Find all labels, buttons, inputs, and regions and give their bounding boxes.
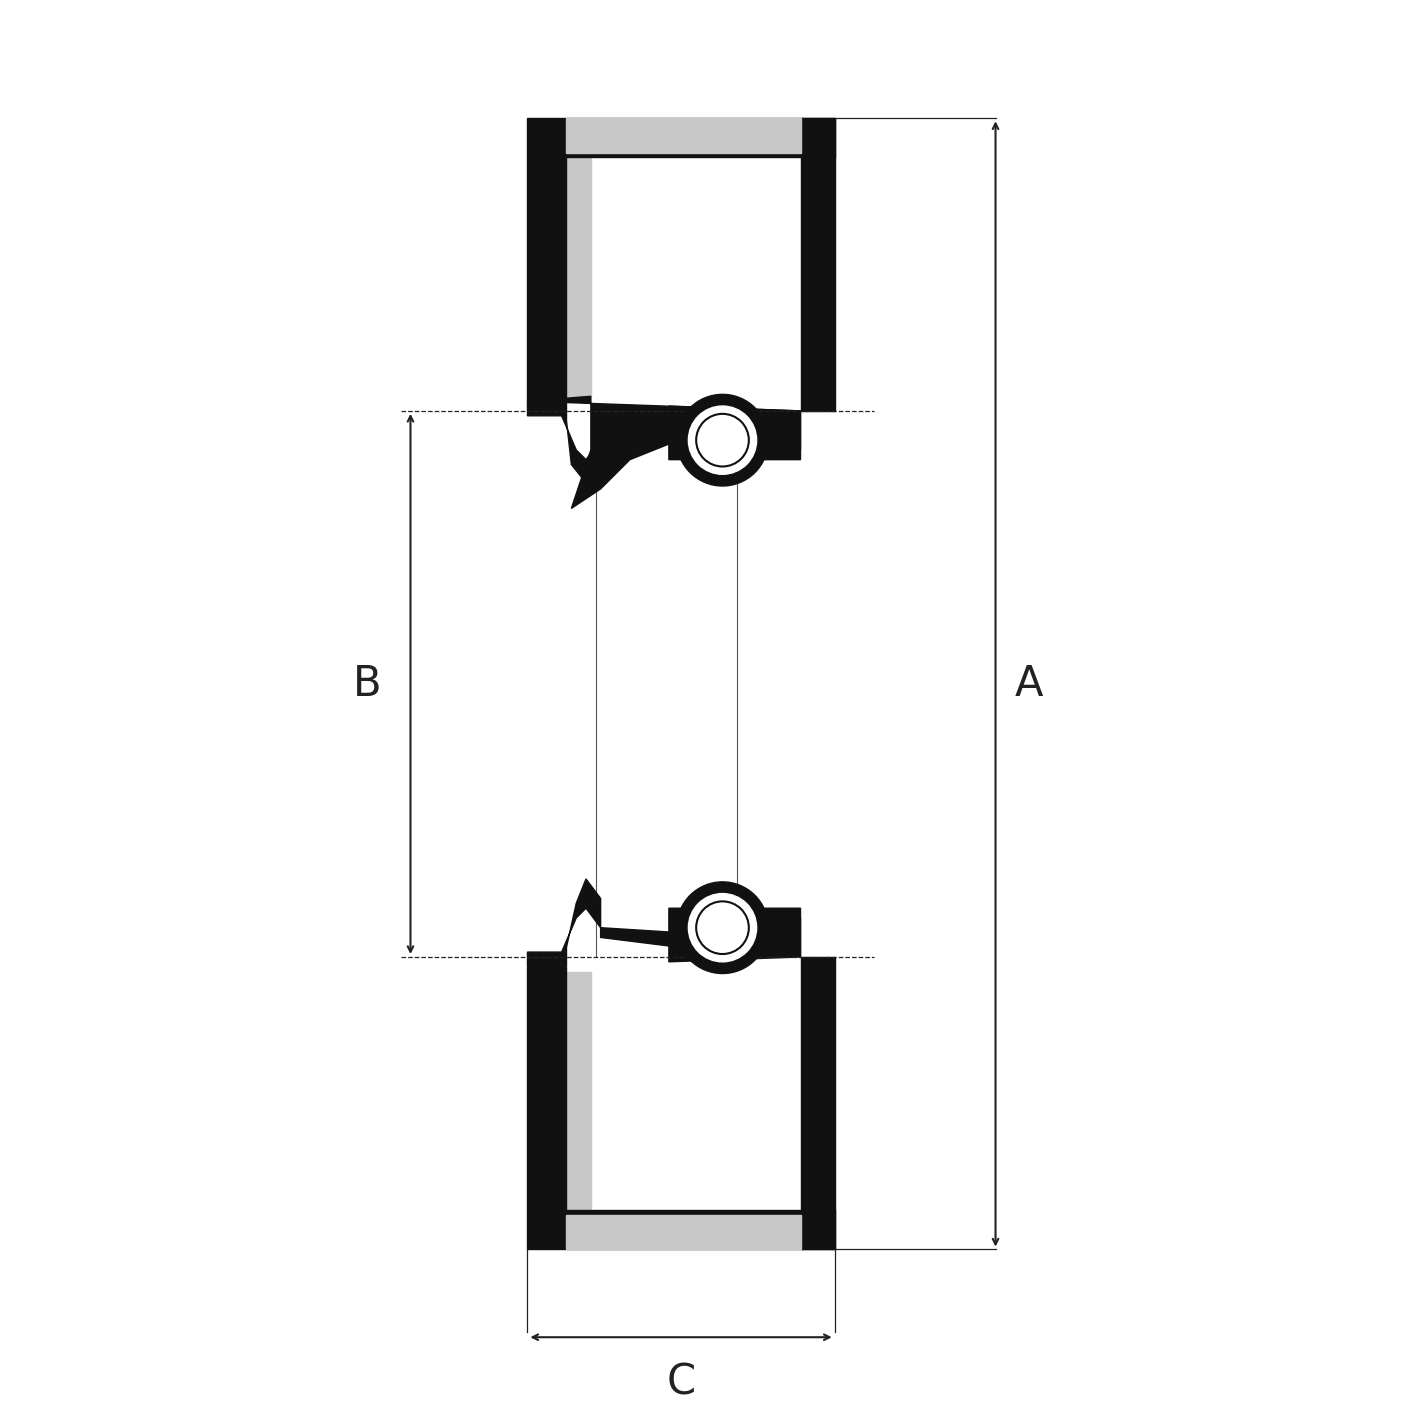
Polygon shape [567, 1215, 800, 1250]
Polygon shape [527, 879, 800, 967]
Polygon shape [527, 118, 835, 157]
Circle shape [676, 394, 768, 486]
Text: B: B [353, 664, 381, 704]
Polygon shape [800, 118, 835, 411]
Text: A: A [1015, 664, 1043, 704]
Polygon shape [567, 118, 800, 152]
Polygon shape [527, 967, 567, 1211]
Text: C: C [666, 1361, 696, 1403]
Polygon shape [527, 401, 800, 489]
Circle shape [689, 406, 756, 474]
Polygon shape [591, 157, 800, 411]
Polygon shape [527, 1211, 835, 1250]
Polygon shape [567, 157, 591, 396]
Polygon shape [527, 157, 567, 401]
Circle shape [676, 882, 768, 973]
Polygon shape [567, 972, 591, 1211]
Polygon shape [527, 396, 800, 509]
Polygon shape [591, 957, 800, 1211]
Polygon shape [800, 957, 835, 1250]
Polygon shape [669, 908, 800, 962]
Polygon shape [669, 406, 800, 460]
Circle shape [689, 894, 756, 962]
